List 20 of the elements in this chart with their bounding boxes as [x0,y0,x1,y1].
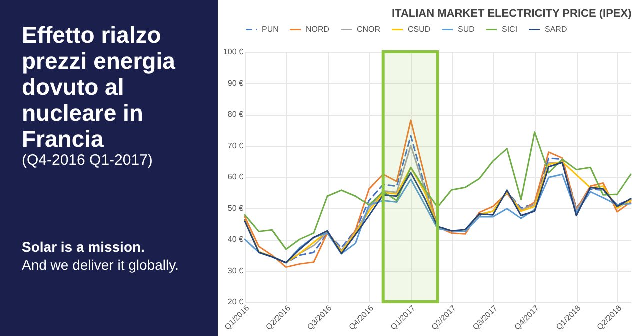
legend-label: NORD [306,24,330,34]
y-tick-label: 50 € [228,204,244,213]
y-tick-label: 40 € [228,235,244,244]
text: (Q4-2016 Q1-2017) [22,152,154,170]
text: And we deliver it globally. [22,256,180,274]
y-tick-label: 20 € [228,298,244,306]
chart-title: ITALIAN MARKET ELECTRICITY PRICE (IPEX) [392,8,632,20]
legend-label: PUN [262,24,280,34]
legend-label: SICI [502,24,518,34]
legend-label: CSUD [408,24,431,34]
y-tick-label: 30 € [228,266,244,276]
y-tick-label: 100 € [223,48,244,56]
text: Solar is a mission. [22,238,146,256]
legend-label: CNOR [357,24,381,34]
legend-label: SARD [545,24,568,34]
y-tick-label: 80 € [228,110,244,119]
legend-label: SUD [458,24,476,34]
y-tick-label: 60 € [228,172,244,182]
y-tick-label: 70 € [228,141,244,150]
y-tick-label: 90 € [228,78,244,88]
